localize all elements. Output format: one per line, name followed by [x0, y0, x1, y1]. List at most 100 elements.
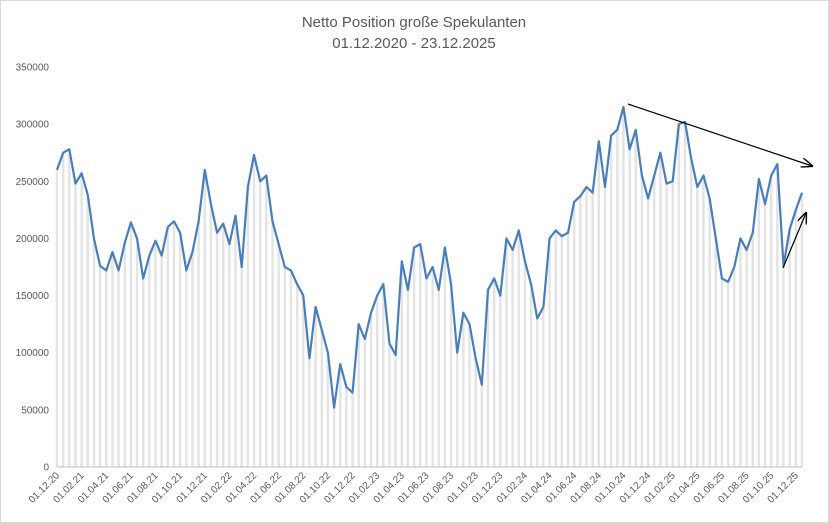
column [492, 278, 496, 467]
column [566, 232, 570, 467]
y-tick-label: 300000 [16, 120, 50, 131]
column [141, 278, 145, 467]
column [548, 238, 551, 467]
column [757, 179, 761, 467]
column [345, 387, 348, 467]
column [480, 384, 484, 467]
column [560, 236, 564, 467]
column [739, 238, 742, 467]
column [536, 318, 539, 467]
column [646, 198, 650, 467]
column [357, 324, 360, 467]
column [720, 278, 724, 467]
column [425, 278, 428, 467]
column [763, 204, 767, 467]
column [302, 295, 305, 467]
column [117, 270, 120, 467]
column [228, 244, 231, 467]
column [351, 392, 354, 467]
column [80, 173, 83, 468]
column [369, 312, 373, 467]
y-tick-label: 150000 [16, 291, 50, 302]
column [769, 175, 773, 468]
column [277, 244, 280, 467]
y-tick-label: 200000 [16, 234, 50, 245]
column [338, 364, 342, 467]
column [148, 255, 151, 467]
column [579, 196, 582, 467]
series-line [55, 105, 804, 409]
column [751, 232, 754, 467]
column [733, 267, 736, 467]
column [634, 129, 637, 467]
column [265, 175, 268, 468]
column [363, 339, 367, 467]
column [616, 129, 619, 467]
column [640, 175, 644, 468]
column [222, 223, 225, 467]
column [86, 195, 90, 467]
column [326, 352, 330, 467]
column [585, 187, 588, 467]
column [209, 204, 213, 467]
column [714, 238, 718, 467]
column [166, 227, 170, 467]
column [308, 358, 311, 467]
column [154, 240, 157, 467]
column [628, 149, 631, 468]
column [394, 355, 397, 467]
y-tick-label: 100000 [16, 348, 50, 359]
column [702, 175, 705, 468]
column [61, 152, 65, 467]
column [412, 247, 416, 467]
column [105, 270, 108, 467]
column [591, 192, 594, 467]
column [665, 183, 668, 468]
column [517, 230, 521, 467]
column [449, 284, 453, 467]
column [295, 284, 299, 467]
column [55, 169, 59, 467]
y-tick-label: 50000 [21, 405, 49, 416]
column [111, 252, 114, 467]
y-tick-label: 250000 [16, 177, 50, 188]
chart-subtitle: 01.12.2020 - 23.12.2025 [332, 35, 495, 52]
column [696, 187, 699, 467]
column [455, 352, 459, 467]
column [431, 267, 434, 467]
column [215, 232, 219, 467]
column [671, 181, 674, 468]
column [609, 135, 613, 468]
y-tick-label: 0 [43, 463, 49, 474]
column [529, 284, 533, 467]
column [726, 281, 730, 467]
column [468, 324, 471, 467]
column [320, 329, 323, 467]
column [289, 270, 293, 467]
column [246, 187, 250, 467]
column [332, 407, 336, 467]
column [191, 252, 194, 467]
column [683, 121, 687, 467]
column [794, 209, 798, 467]
chart-title: Netto Position große Spekulanten [302, 14, 526, 31]
column [776, 164, 779, 467]
column [98, 265, 102, 467]
column [135, 238, 139, 467]
column [622, 107, 625, 467]
column [314, 307, 317, 467]
column [499, 295, 502, 467]
column [375, 295, 379, 467]
column [462, 312, 465, 467]
column [474, 358, 477, 467]
column [68, 149, 71, 468]
column [542, 307, 545, 467]
column [745, 249, 748, 467]
column [92, 238, 96, 467]
column [400, 261, 404, 467]
column [271, 221, 274, 467]
column [800, 192, 804, 467]
column [653, 175, 656, 468]
column [677, 124, 681, 468]
